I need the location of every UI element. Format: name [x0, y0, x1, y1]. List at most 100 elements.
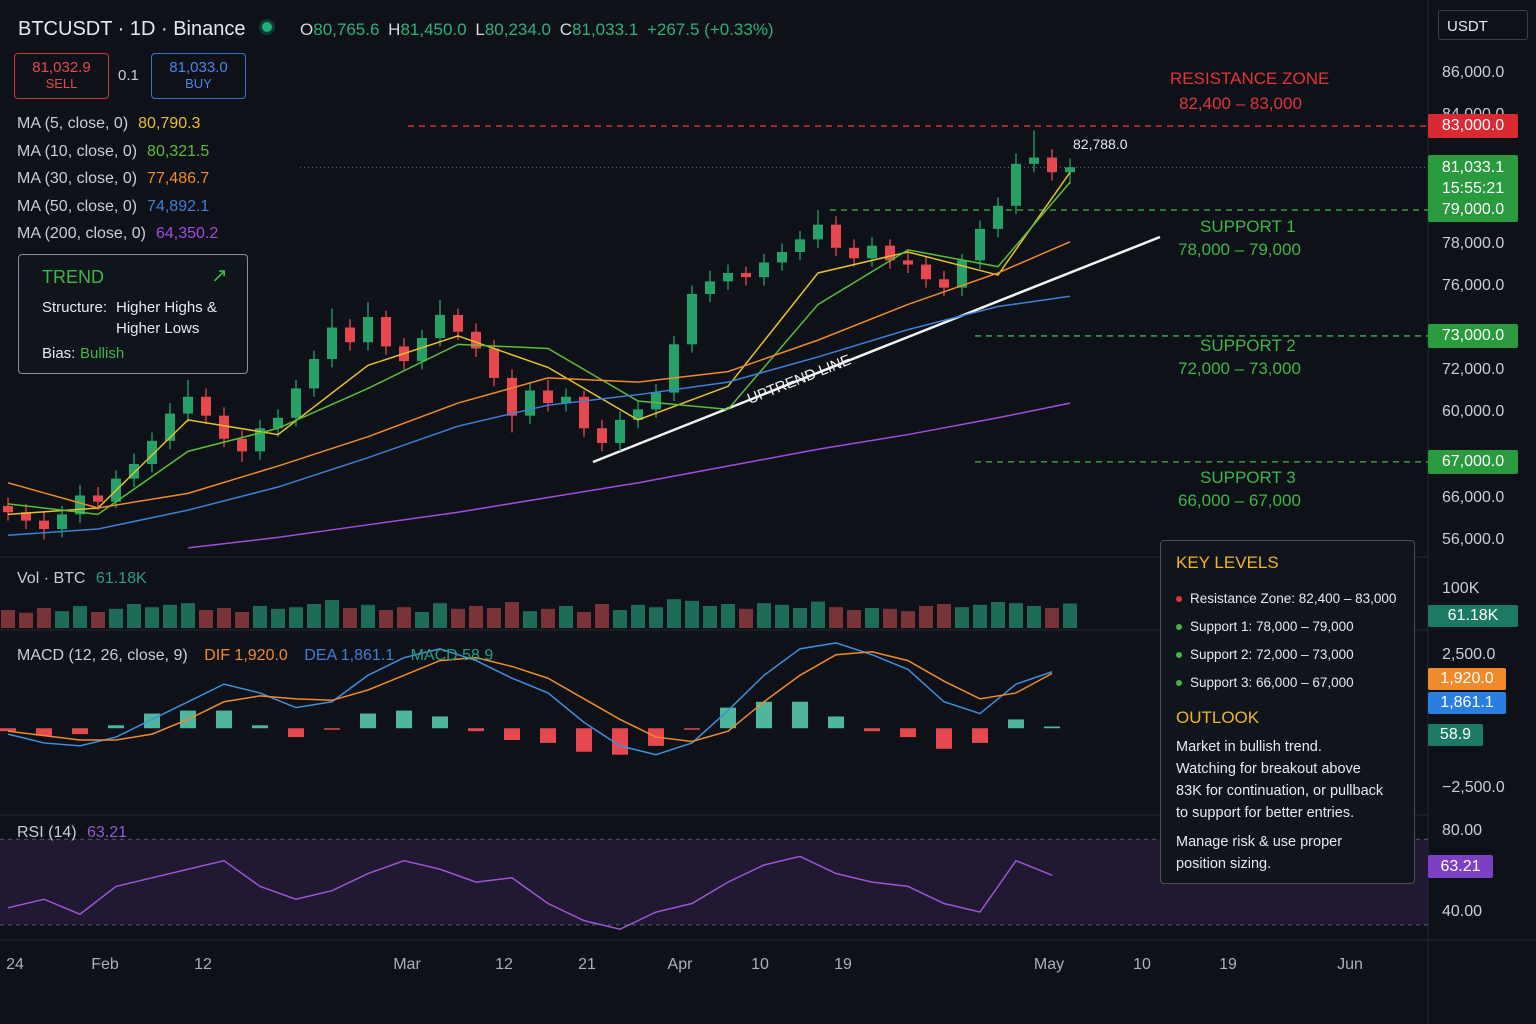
bullet — [1176, 624, 1182, 631]
volume-bar — [469, 606, 483, 628]
outlook-line: Market in bullish trend. — [1176, 739, 1322, 755]
volume-bar — [739, 608, 753, 628]
price: 81,033.1 — [1441, 159, 1505, 177]
candle-body — [597, 428, 607, 443]
value: 63.21 — [87, 824, 128, 841]
support-range: 78,000 – 79,000 — [1178, 240, 1301, 259]
uptrend-line — [592, 235, 1161, 464]
time-axis-label: 21 — [578, 956, 596, 973]
candle-body — [921, 264, 931, 280]
candle-body — [723, 272, 733, 282]
value: 81,450.0 — [400, 20, 467, 39]
label: O — [300, 20, 314, 39]
volume-bar — [451, 608, 465, 628]
buy-button[interactable]: 81,033.0 BUY — [151, 53, 246, 99]
value: 74,892.1 — [147, 197, 210, 215]
structure: Higher Highs & — [116, 299, 217, 316]
candle-body — [273, 417, 283, 429]
symbol: BTCUSDT · 1D · Binance — [18, 18, 246, 40]
candle-body — [345, 327, 355, 343]
rsi-axis-label: 40.00 — [1442, 903, 1483, 920]
outlook: Market in bullish trend. Watching for bre… — [1176, 736, 1383, 824]
candle-body — [453, 314, 463, 332]
volume-bar — [163, 604, 177, 628]
title: TREND — [42, 267, 104, 287]
label: MACD (12, 26, close, 9) — [17, 647, 188, 664]
support-range: 66,000 – 67,000 — [1178, 491, 1301, 510]
volume-badge: 61.18K — [1428, 605, 1518, 627]
volume-bar — [613, 610, 627, 628]
change: +267.5 (+0.33%) — [646, 20, 774, 39]
rsi-badge: 63.21 — [1428, 855, 1493, 878]
volume-bar — [829, 607, 843, 628]
volume-bar — [253, 606, 267, 628]
volume-bar — [901, 611, 915, 628]
volume-bar — [325, 600, 339, 628]
macd-histogram-bar — [504, 728, 520, 740]
volume-bar — [91, 612, 105, 628]
candle-body — [705, 281, 715, 294]
ma-line — [7, 295, 1071, 537]
ma-row: MA (5, close, 0) 80,790.3 — [17, 110, 218, 138]
candle-body — [165, 413, 175, 441]
time-axis-label: Apr — [667, 956, 693, 973]
price: 81,033.0 — [169, 59, 228, 76]
volume-bar — [487, 608, 501, 628]
price-axis-label: 66,000.0 — [1442, 489, 1505, 506]
volume-legend: Vol · BTC 61.18K — [17, 570, 147, 588]
level-item: Support 1: 78,000 – 79,000 — [1176, 613, 1396, 641]
candle-body — [363, 317, 373, 343]
text: Support 1: 78,000 – 79,000 — [1190, 619, 1354, 634]
label: MACD — [410, 647, 458, 664]
macd-histogram-bar — [288, 728, 304, 738]
macd-histogram-bar — [324, 728, 340, 730]
value: 1,920.0 — [234, 647, 288, 664]
price-axis-label: 60,000.0 — [1442, 403, 1505, 420]
dea-badge: 1,861.1 — [1428, 692, 1506, 714]
volume-bar — [109, 608, 123, 628]
volume-bar — [685, 600, 699, 628]
label: MA (10, close, 0) — [17, 142, 138, 160]
time-axis-label: May — [1033, 956, 1065, 973]
volume-bar — [541, 608, 555, 628]
volume-bar — [415, 612, 429, 628]
volume-bar — [523, 611, 537, 628]
volume-bar — [991, 602, 1005, 628]
macd-histogram-bar — [900, 728, 916, 738]
candle-body — [633, 409, 643, 420]
value: 77,486.7 — [147, 170, 210, 187]
macd-histogram-bar — [36, 728, 52, 736]
candle-body — [1029, 157, 1039, 164]
resistance-title: RESISTANCE ZONE — [1170, 69, 1330, 88]
volume-bar — [433, 603, 447, 628]
volume-bar — [1, 610, 15, 628]
macd-axis-label: −2,500.0 — [1442, 779, 1505, 796]
label: H — [388, 20, 401, 39]
sell-button[interactable]: 81,032.9 SELL — [14, 53, 109, 99]
dea-line — [7, 651, 1053, 743]
ma-line — [7, 181, 1071, 516]
price-axis-label: 86,000.0 — [1442, 64, 1505, 81]
candle-body — [309, 359, 319, 389]
time-axis-label: 19 — [1219, 956, 1237, 973]
candle-body — [525, 390, 535, 416]
price-axis-label: 72,000.0 — [1442, 361, 1505, 378]
volume-bar — [559, 606, 573, 628]
candle-body — [867, 245, 877, 259]
volume-bar — [847, 610, 861, 628]
currency[interactable]: USDT — [1438, 10, 1528, 40]
macd-histogram-bar — [468, 728, 484, 732]
volume-bar — [955, 607, 969, 628]
value: 80,321.5 — [147, 142, 210, 160]
volume-bar — [379, 610, 393, 628]
trend-box: TREND ↗ Structure: Higher Highs & Higher… — [18, 254, 248, 374]
rsi-legend: RSI (14) 63.21 — [17, 824, 127, 842]
candle-body — [255, 428, 265, 452]
bullet — [1176, 596, 1182, 603]
candle-body — [129, 463, 139, 479]
support-title: SUPPORT 1 — [1200, 217, 1296, 236]
volume-axis-label: 100K — [1442, 580, 1480, 597]
candle-body — [435, 314, 445, 339]
volume-bar — [595, 604, 609, 628]
macd-legend: MACD (12, 26, close, 9) DIF 1,920.0 DEA … — [17, 647, 493, 665]
